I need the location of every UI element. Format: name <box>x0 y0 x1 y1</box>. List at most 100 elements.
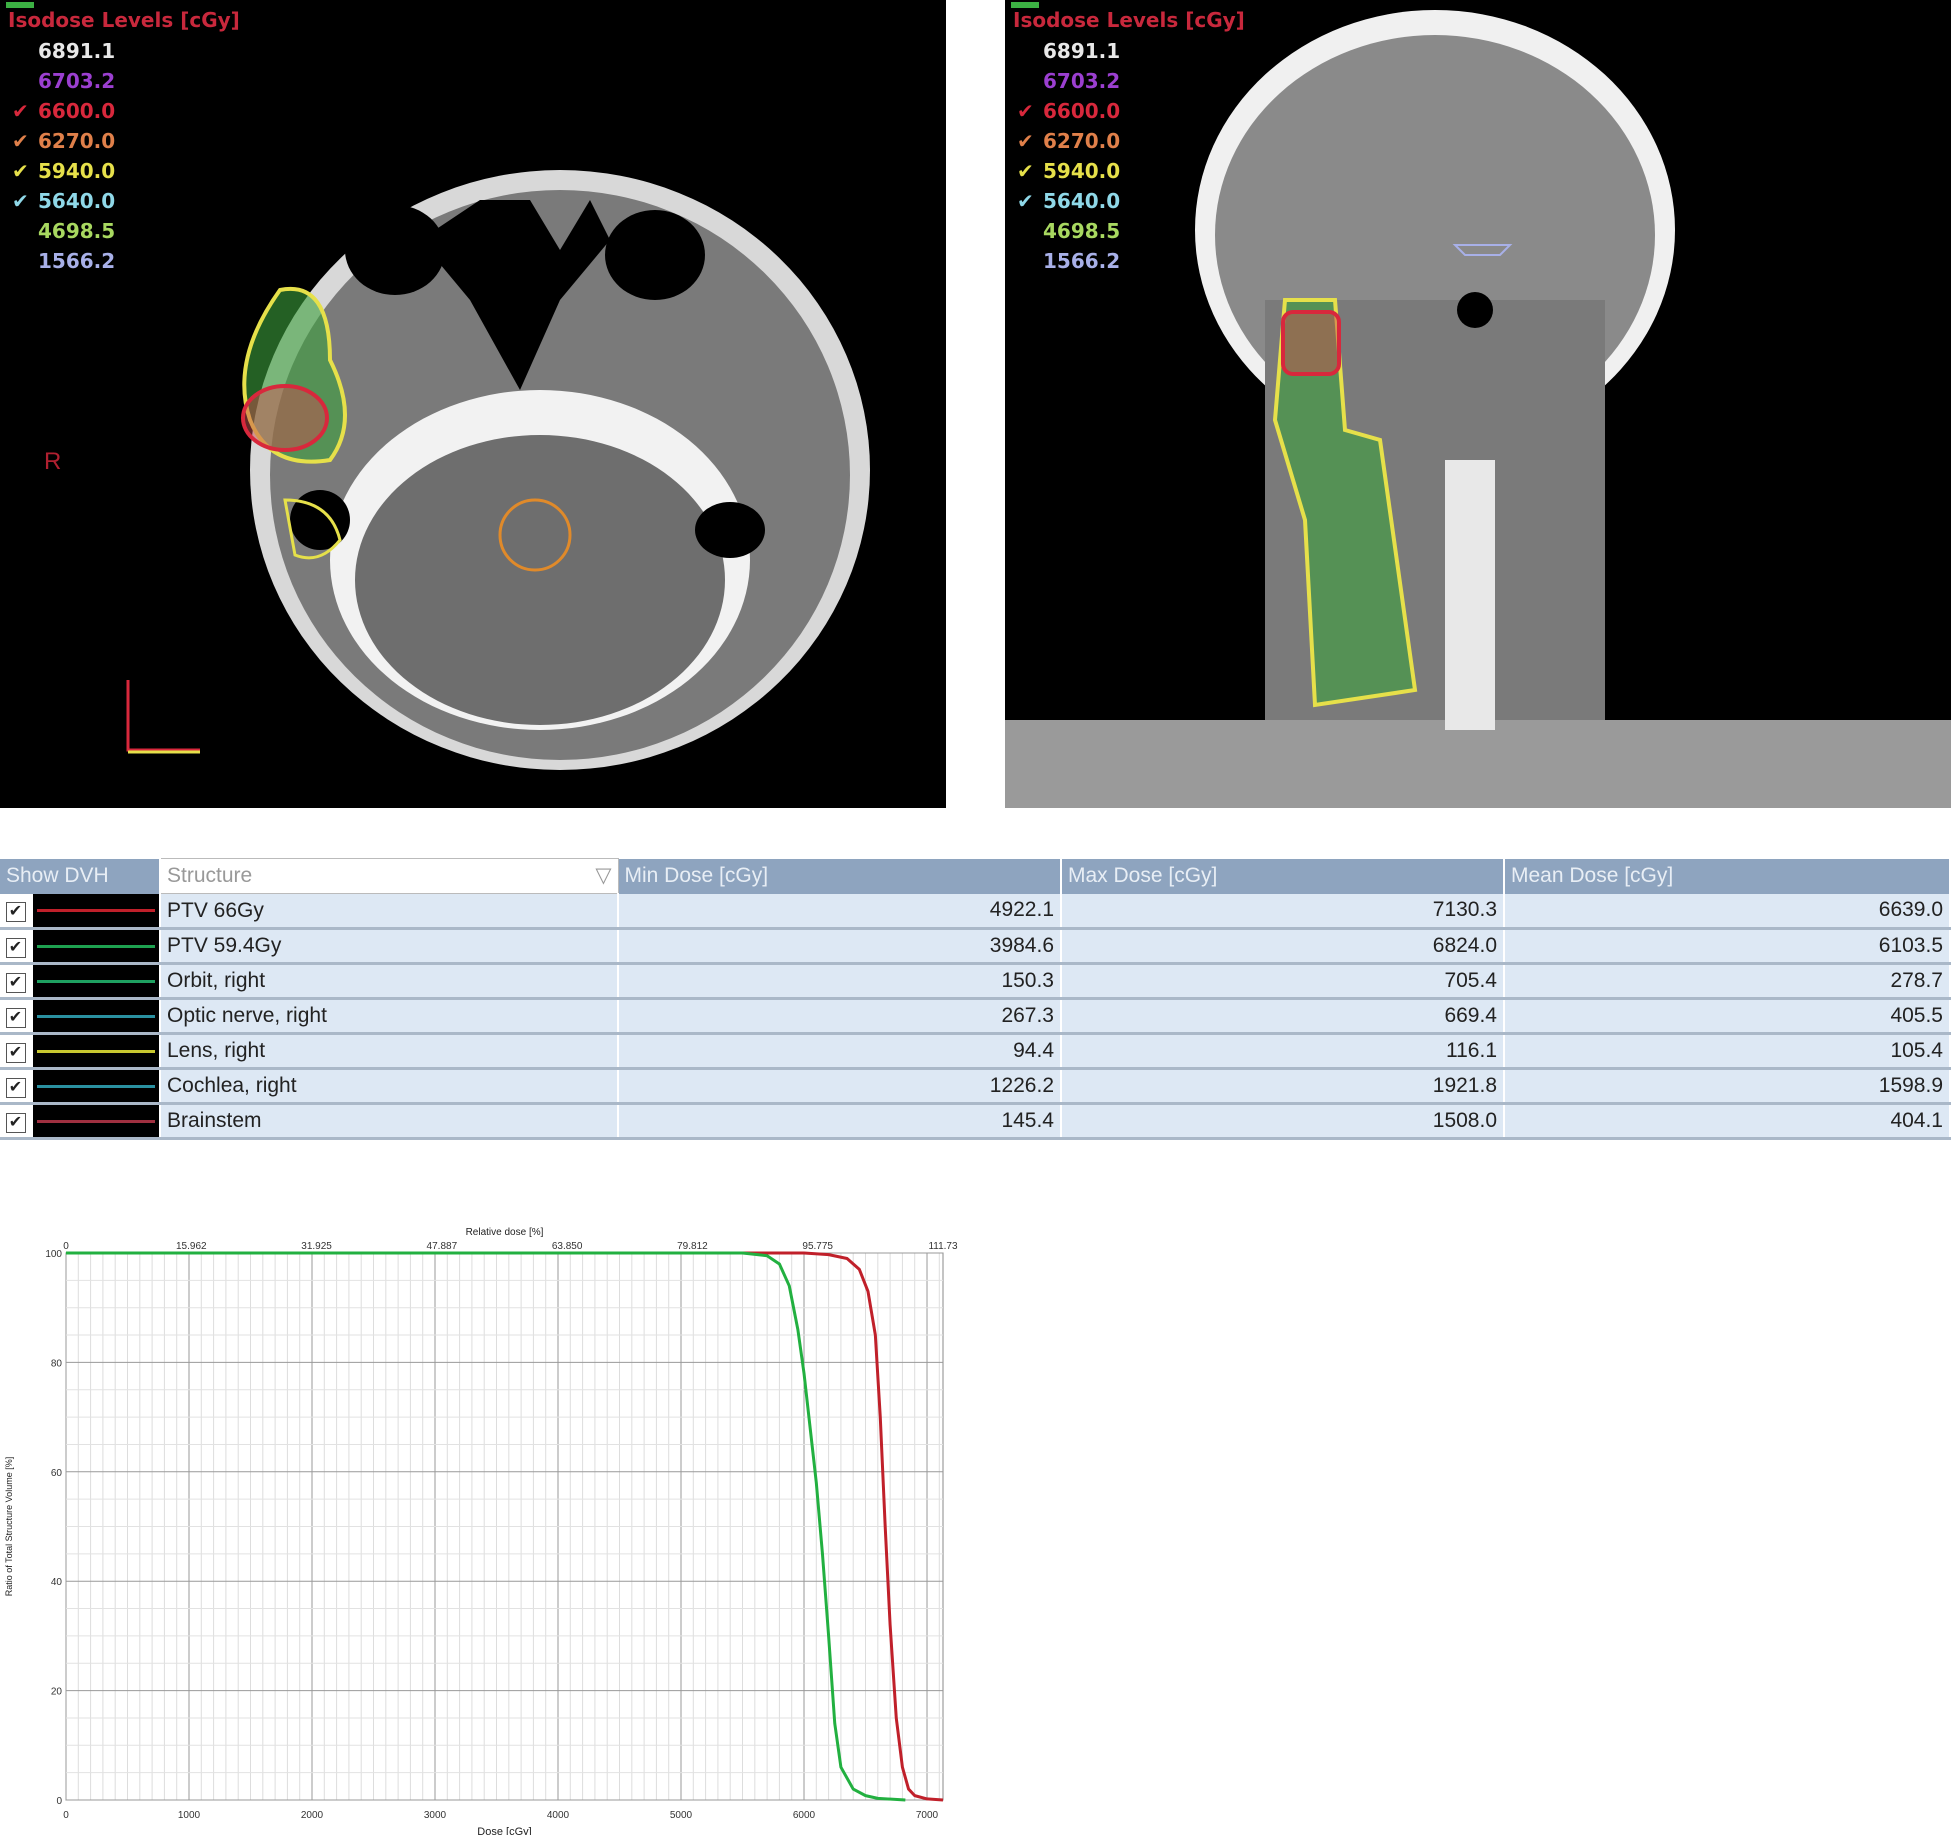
header-show-dvh[interactable]: Show DVH <box>0 858 161 894</box>
max-dose: 1921.8 <box>1061 1068 1505 1105</box>
y-tick-label: 40 <box>51 1577 63 1588</box>
isodose-level-value: 5640.0 <box>1043 189 1121 213</box>
mean-dose: 404.1 <box>1504 1103 1951 1140</box>
isodose-level[interactable]: 6891.1 <box>8 36 240 66</box>
isodose-level[interactable]: ✔ 6600.0 <box>8 96 240 126</box>
top-tick-label: 31.925 <box>301 1241 332 1252</box>
x-tick-label: 4000 <box>547 1810 570 1821</box>
structure-name: Orbit, right <box>160 963 619 1000</box>
structure-color-swatch[interactable] <box>32 1068 161 1105</box>
isodose-level-value: 6703.2 <box>38 69 116 93</box>
show-dvh-checkbox[interactable]: ✔ <box>0 893 33 930</box>
isodose-level-value: 1566.2 <box>38 249 116 273</box>
y-tick-label: 60 <box>51 1468 63 1479</box>
show-dvh-checkbox[interactable]: ✔ <box>0 1068 33 1105</box>
top-tick-label: 47.887 <box>427 1241 458 1252</box>
isodose-level[interactable]: 1566.2 <box>8 246 240 276</box>
header-mean-dose[interactable]: Mean Dose [cGy] <box>1504 858 1951 894</box>
isodose-level[interactable]: ✔ 6270.0 <box>8 126 240 156</box>
table-row[interactable]: ✔ PTV 66Gy 4922.1 7130.3 6639.0 <box>0 893 1951 930</box>
x-tick-label: 3000 <box>424 1810 447 1821</box>
checkbox-icon[interactable]: ✔ <box>5 973 26 993</box>
isodose-level-value: 6891.1 <box>38 39 116 63</box>
isodose-level-value: 5940.0 <box>38 159 116 183</box>
checkbox-icon[interactable]: ✔ <box>5 938 26 958</box>
axial-ct-view[interactable]: Isodose Levels [cGy] 6891.1 6703.2 ✔ 6600.0… <box>0 0 946 808</box>
show-dvh-checkbox[interactable]: ✔ <box>0 1033 33 1070</box>
coronal-ct-view[interactable]: Isodose Levels [cGy] 6891.1 6703.2 ✔ 6600.0… <box>1005 0 1951 808</box>
table-row[interactable]: ✔ PTV 59.4Gy 3984.6 6824.0 6103.5 <box>0 928 1951 965</box>
mean-dose: 278.7 <box>1504 963 1951 1000</box>
axial-ct-image <box>126 170 870 770</box>
check-icon[interactable]: ✔ <box>1017 189 1034 213</box>
min-dose: 145.4 <box>618 1103 1062 1140</box>
structure-name: Optic nerve, right <box>160 998 619 1035</box>
top-tick-label: 63.850 <box>552 1241 583 1252</box>
top-axis-label: Relative dose [%] <box>466 1227 544 1238</box>
isodose-level[interactable]: ✔ 5640.0 <box>1013 186 1245 216</box>
x-tick-label: 6000 <box>793 1810 816 1821</box>
mean-dose: 6103.5 <box>1504 928 1951 965</box>
checkbox-icon[interactable]: ✔ <box>5 902 26 923</box>
min-dose: 1226.2 <box>618 1068 1062 1105</box>
show-dvh-checkbox[interactable]: ✔ <box>0 963 33 1000</box>
check-icon[interactable]: ✔ <box>12 129 29 153</box>
isodose-level[interactable]: ✔ 6600.0 <box>1013 96 1245 126</box>
coronal-ct-image <box>1005 10 1951 808</box>
x-tick-label: 2000 <box>301 1810 324 1821</box>
check-icon[interactable]: ✔ <box>1017 99 1034 123</box>
isodose-level[interactable]: 6703.2 <box>8 66 240 96</box>
checkbox-icon[interactable]: ✔ <box>5 1043 26 1063</box>
min-dose: 94.4 <box>618 1033 1062 1070</box>
y-tick-label: 0 <box>56 1796 62 1807</box>
dvh-structure-table: Show DVH Structure ▽ Min Dose [cGy] Max D… <box>0 858 1951 1140</box>
isodose-level-value: 6270.0 <box>38 129 116 153</box>
check-icon[interactable]: ✔ <box>12 189 29 213</box>
header-min-dose[interactable]: Min Dose [cGy] <box>618 858 1062 894</box>
check-icon[interactable]: ✔ <box>12 99 29 123</box>
isodose-legend-title: Isodose Levels [cGy] <box>1013 8 1245 32</box>
min-dose: 3984.6 <box>618 928 1062 965</box>
table-row[interactable]: ✔ Orbit, right 150.3 705.4 278.7 <box>0 963 1951 1000</box>
isodose-level-value: 1566.2 <box>1043 249 1121 273</box>
isodose-level-value: 6270.0 <box>1043 129 1121 153</box>
isodose-level[interactable]: 6891.1 <box>1013 36 1245 66</box>
structure-color-swatch[interactable] <box>32 1103 161 1140</box>
show-dvh-checkbox[interactable]: ✔ <box>0 998 33 1035</box>
structure-color-swatch[interactable] <box>32 893 161 930</box>
checkbox-icon[interactable]: ✔ <box>5 1008 26 1028</box>
check-icon[interactable]: ✔ <box>1017 129 1034 153</box>
checkbox-icon[interactable]: ✔ <box>5 1113 26 1133</box>
structure-name: Lens, right <box>160 1033 619 1070</box>
isodose-level[interactable]: ✔ 5640.0 <box>8 186 240 216</box>
check-icon[interactable]: ✔ <box>12 159 29 183</box>
header-structure-filter[interactable]: Structure ▽ <box>159 858 619 894</box>
structure-name: Cochlea, right <box>160 1068 619 1105</box>
structure-color-swatch[interactable] <box>32 928 161 965</box>
min-dose: 4922.1 <box>618 893 1062 930</box>
show-dvh-checkbox[interactable]: ✔ <box>0 1103 33 1140</box>
top-tick-label: 15.962 <box>176 1241 207 1252</box>
isodose-level-value: 4698.5 <box>38 219 116 243</box>
header-max-dose[interactable]: Max Dose [cGy] <box>1061 858 1505 894</box>
dvh-curve-0 <box>66 1251 944 1802</box>
table-row[interactable]: ✔ Lens, right 94.4 116.1 105.4 <box>0 1033 1951 1070</box>
show-dvh-checkbox[interactable]: ✔ <box>0 928 33 965</box>
structure-color-swatch[interactable] <box>32 1033 161 1070</box>
filter-icon[interactable]: ▽ <box>595 864 612 887</box>
table-row[interactable]: ✔ Cochlea, right 1226.2 1921.8 1598.9 <box>0 1068 1951 1105</box>
isodose-level[interactable]: 6703.2 <box>1013 66 1245 96</box>
table-row[interactable]: ✔ Optic nerve, right 267.3 669.4 405.5 <box>0 998 1951 1035</box>
isodose-level[interactable]: 1566.2 <box>1013 246 1245 276</box>
isodose-level[interactable]: ✔ 6270.0 <box>1013 126 1245 156</box>
checkbox-icon[interactable]: ✔ <box>5 1078 26 1098</box>
check-icon[interactable]: ✔ <box>1017 159 1034 183</box>
dvh-chart: 0 1000 2000 3000 4000 5000 6000 700002040608010… <box>4 1227 958 1835</box>
structure-color-swatch[interactable] <box>32 998 161 1035</box>
table-row[interactable]: ✔ Brainstem 145.4 1508.0 404.1 <box>0 1103 1951 1140</box>
isodose-level[interactable]: 4698.5 <box>8 216 240 246</box>
isodose-level[interactable]: 4698.5 <box>1013 216 1245 246</box>
structure-color-swatch[interactable] <box>32 963 161 1000</box>
isodose-level[interactable]: ✔ 5940.0 <box>8 156 240 186</box>
isodose-level[interactable]: ✔ 5940.0 <box>1013 156 1245 186</box>
